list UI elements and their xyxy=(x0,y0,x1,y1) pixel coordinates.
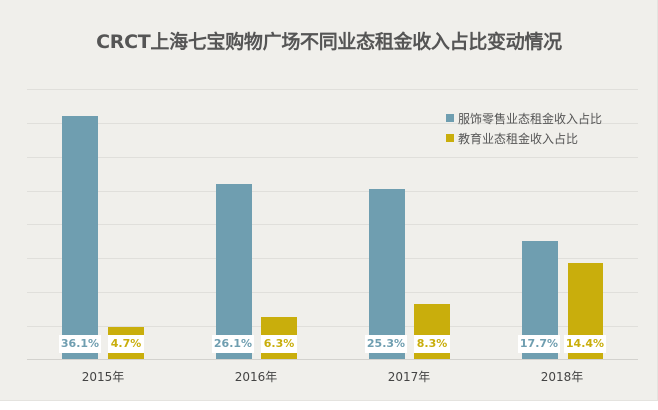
gridline xyxy=(27,326,638,327)
legend-item-apparel[interactable]: 服饰零售业态租金收入占比 xyxy=(446,108,602,128)
bar-apparel-2015 xyxy=(62,116,98,359)
gridline xyxy=(27,191,638,192)
x-tick-label: 2016年 xyxy=(234,370,278,384)
gridline xyxy=(27,224,638,225)
chart-title: CRCT上海七宝购物广场不同业态租金收入占比变动情况 xyxy=(96,31,562,53)
x-tick-label: 2017年 xyxy=(387,370,431,384)
legend-label: 教育业态租金收入占比 xyxy=(458,131,579,146)
legend-swatch-icon xyxy=(446,114,454,122)
data-label: 4.7% xyxy=(108,335,144,353)
legend: 服饰零售业态租金收入占比 教育业态租金收入占比 xyxy=(446,108,602,148)
x-axis-baseline xyxy=(27,359,638,360)
data-label: 14.4% xyxy=(564,335,606,353)
data-label: 17.7% xyxy=(518,335,560,353)
bar-apparel-2016 xyxy=(216,184,252,359)
data-label: 26.1% xyxy=(212,335,254,353)
gridline xyxy=(27,89,638,90)
bar-apparel-2017 xyxy=(369,189,405,359)
gridline xyxy=(27,258,638,259)
gridline xyxy=(27,157,638,158)
legend-label: 服饰零售业态租金收入占比 xyxy=(458,111,603,126)
data-label: 25.3% xyxy=(365,335,407,353)
gridline xyxy=(27,292,638,293)
x-tick-label: 2018年 xyxy=(540,370,584,384)
gridline xyxy=(27,123,638,124)
x-tick-label: 2015年 xyxy=(81,370,125,384)
chart-card: CRCT上海七宝购物广场不同业态租金收入占比变动情况 36.1% 4.7% 26… xyxy=(0,0,658,401)
legend-item-education[interactable]: 教育业态租金收入占比 xyxy=(446,128,602,148)
legend-swatch-icon xyxy=(446,134,454,142)
data-label: 36.1% xyxy=(59,335,101,353)
data-label: 8.3% xyxy=(414,335,450,353)
data-label: 6.3% xyxy=(261,335,297,353)
